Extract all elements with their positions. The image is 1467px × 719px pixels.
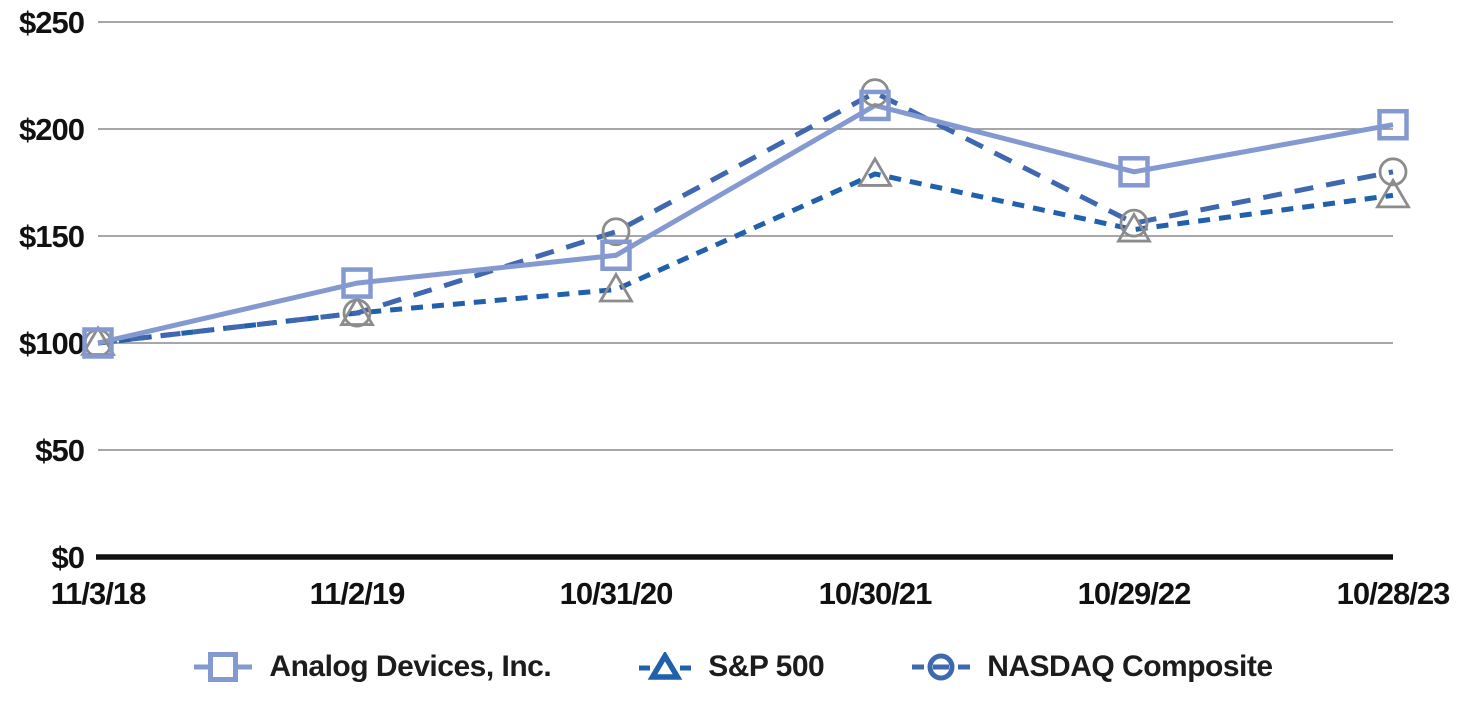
marker-square-analog-devices [82, 327, 114, 359]
legend-circle-marker-icon [912, 653, 971, 681]
y-tick-label: $200 [19, 112, 84, 147]
marker-square-analog-devices [859, 89, 891, 122]
legend-label-analog-devices: Analog Devices, Inc. [269, 650, 552, 683]
marker-square-analog-devices [341, 267, 373, 299]
x-tick-label: 11/2/19 [310, 576, 405, 611]
y-tick-label: $50 [35, 433, 84, 468]
marker-circle-nasdaq [1119, 208, 1149, 238]
marker-square-analog-devices [1377, 108, 1409, 141]
y-tick-label: $100 [19, 326, 84, 361]
x-tick-label: 11/3/18 [51, 576, 146, 611]
y-tick-label: $0 [52, 540, 84, 575]
marker-square-analog-devices [600, 239, 632, 272]
marker-circle-nasdaq [1378, 157, 1408, 187]
series-line-nasdaq [97, 89, 1394, 346]
series-line-sp500 [97, 171, 1394, 346]
legend-triangle-marker-icon [639, 652, 692, 680]
legend-label-sp500: S&P 500 [708, 650, 825, 683]
y-tick-label: $250 [19, 5, 84, 40]
legend-item-analog-devices: Analog Devices, Inc. [194, 650, 552, 684]
chart-legend: Analog Devices, Inc. S&P 500 NASDAQ Comp… [0, 650, 1467, 684]
marker-triangle-sp500 [857, 156, 893, 187]
y-tick-label: $150 [19, 219, 84, 254]
legend-item-sp500: S&P 500 [639, 650, 825, 684]
x-tick-label: 10/31/20 [560, 576, 673, 611]
legend-square-marker-icon [194, 652, 253, 682]
legend-label-nasdaq: NASDAQ Composite [987, 650, 1273, 683]
marker-triangle-sp500 [1375, 177, 1411, 209]
legend-item-nasdaq: NASDAQ Composite [912, 650, 1273, 684]
x-tick-label: 10/30/21 [819, 576, 932, 611]
marker-triangle-sp500 [1116, 211, 1152, 243]
x-tick-label: 10/29/22 [1078, 576, 1191, 611]
x-tick-label: 10/28/23 [1337, 576, 1450, 611]
series-line-analog-devices [97, 102, 1394, 346]
marker-triangle-sp500 [598, 271, 634, 303]
marker-square-analog-devices [1118, 156, 1150, 188]
marker-circle-nasdaq [601, 217, 631, 247]
marker-triangle-sp500 [339, 295, 375, 326]
